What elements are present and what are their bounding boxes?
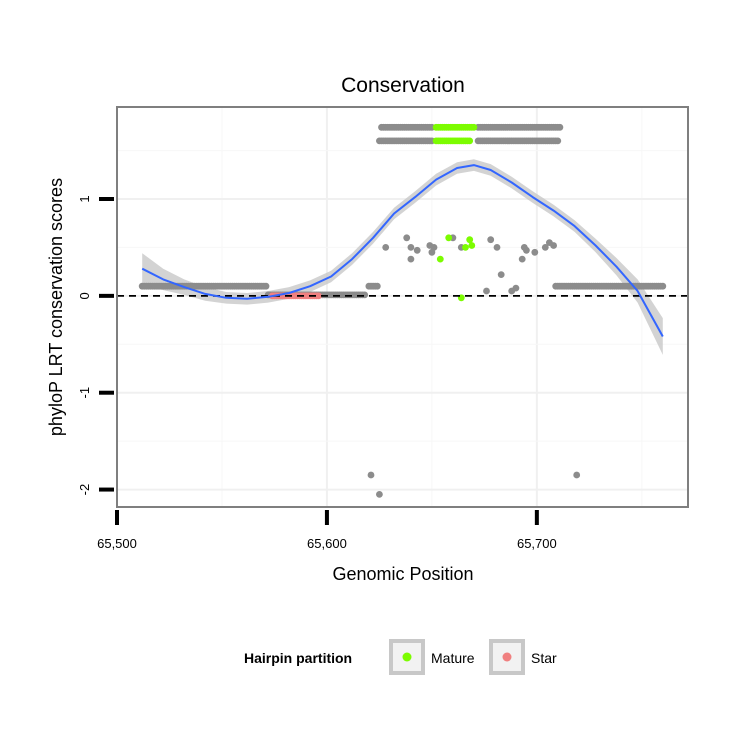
data-point-other <box>483 287 490 295</box>
legend: Hairpin partition Mature Star <box>244 639 557 675</box>
plot-panel-border <box>116 106 689 508</box>
legend-item-star[interactable]: Star <box>489 639 557 675</box>
x-tick-label: 65,700 <box>517 536 557 551</box>
smooth-fit-line <box>141 164 664 337</box>
confidence-band <box>142 159 663 355</box>
gridlines <box>117 107 688 507</box>
y-axis-title: phyloP LRT conservation scores <box>46 178 66 436</box>
data-point-other <box>497 271 505 278</box>
data-point-other <box>361 291 369 299</box>
data-point-other <box>382 244 390 251</box>
legend-item-mature[interactable]: Mature <box>389 639 475 675</box>
data-point-other <box>556 123 564 131</box>
data-point-other <box>407 255 415 263</box>
data-point-other <box>487 236 495 244</box>
data-point-other <box>403 234 411 242</box>
data-point-mature <box>470 123 478 131</box>
data-point-other <box>659 282 667 290</box>
y-tick-label: 0 <box>77 292 92 299</box>
y-tick-label: -1 <box>77 387 92 399</box>
x-axis-title: Genomic Position <box>332 564 473 584</box>
legend-swatch-star <box>502 652 512 662</box>
legend-label-star: Star <box>531 650 557 666</box>
data-point-star <box>315 292 322 300</box>
data-point-mature <box>466 236 474 244</box>
y-tick-label: -2 <box>77 484 92 496</box>
y-tick-label: 1 <box>77 195 92 202</box>
chart-title: Conservation <box>341 74 465 97</box>
data-point-other <box>573 471 581 479</box>
data-point-other <box>523 246 530 254</box>
data-point-other <box>407 244 415 251</box>
y-axis: -2 -1 0 1 <box>77 195 114 495</box>
data-point-other <box>512 284 520 292</box>
data-point-other <box>554 137 562 145</box>
data-point-other <box>428 248 436 256</box>
plot-elements <box>117 123 688 498</box>
data-point-other <box>531 248 539 256</box>
legend-title: Hairpin partition <box>244 650 352 666</box>
legend-label-mature: Mature <box>431 650 475 666</box>
x-tick-label: 65,500 <box>97 536 137 551</box>
data-point-other <box>550 242 557 249</box>
legend-swatch-mature <box>402 652 412 662</box>
data-point-other <box>367 471 375 479</box>
data-point-mature <box>436 255 444 263</box>
data-point-other <box>493 244 501 251</box>
data-point-other <box>518 255 526 263</box>
data-point-mature <box>462 244 469 251</box>
x-tick-label: 65,600 <box>307 536 347 551</box>
data-point-mature <box>445 234 453 242</box>
data-point-mature <box>468 242 476 249</box>
data-point-other <box>413 246 421 254</box>
data-point-other <box>541 244 549 251</box>
data-point-other <box>376 491 383 498</box>
x-axis: 65,500 65,600 65,700 <box>97 510 557 551</box>
data-point-other <box>262 282 270 290</box>
data-point-other <box>373 282 381 290</box>
data-point-mature <box>466 137 474 145</box>
